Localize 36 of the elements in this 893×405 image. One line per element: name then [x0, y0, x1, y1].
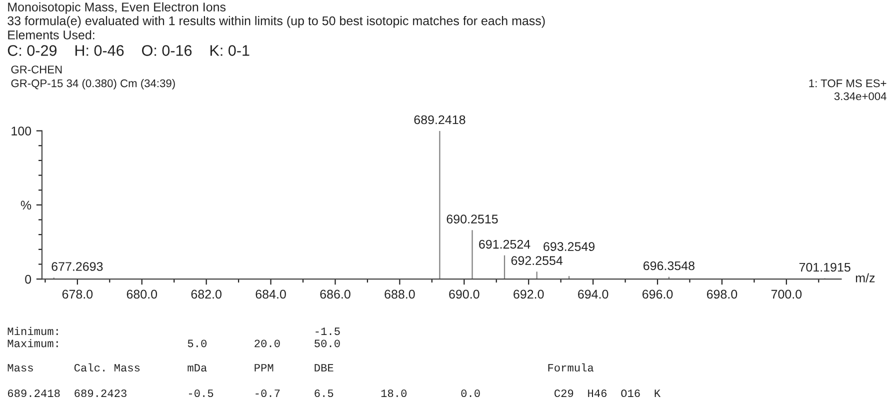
annotation: 691.2524 [479, 240, 530, 249]
chart-subtitle: 33 formula(e) evaluated with 1 results within limits (up to 50 best isotopic matches for each mass) [8, 16, 545, 28]
x-tick-label: 688.0 [384, 290, 415, 299]
annotation: 692.2554 [511, 256, 563, 265]
text: Mass Calc. Mass mDa PPM DBE Formula [8, 363, 594, 372]
x-tick-label: 690.0 [449, 290, 480, 299]
x-axis-title: m/z [856, 273, 875, 282]
x-tick-label: 684.0 [256, 290, 286, 299]
y-tick-label: 0 [25, 274, 32, 284]
x-tick-label: 692.0 [514, 290, 544, 299]
x-tick-label: 696.0 [642, 290, 673, 299]
x-tick-label: 698.0 [706, 290, 738, 299]
annotation: 693.2549 [544, 242, 595, 251]
annotation: 690.2515 [446, 214, 498, 224]
text: 689.2418 689.2423 -0.5 -0.7 6.5 18.0 0.0 C29 H46 O16 K [8, 390, 661, 398]
x-tick-label: 678.0 [62, 290, 93, 299]
y-tick-label: % [20, 200, 32, 210]
text: Maximum: 5.0 20.0 50.0 [8, 339, 340, 348]
annotation: 701.1915 [799, 262, 850, 272]
chart-title: Monoisotopic Mass, Even Electron Ions [8, 2, 226, 14]
text: GR-QP-15 34 (0.380) Cm (34:39) [11, 79, 175, 90]
x-tick-label: 686.0 [320, 290, 350, 299]
text: GR-CHEN [11, 66, 62, 74]
text: Elements Used: [8, 30, 94, 40]
annotation: 677.2693 [52, 262, 103, 271]
y-tick-label: 100 [12, 126, 32, 136]
text: 1: TOF MS ES+ [809, 79, 886, 88]
x-tick-label: 694.0 [578, 290, 608, 299]
text: Minimum: -1.5 [8, 326, 340, 336]
annotation: 696.3548 [644, 261, 694, 270]
x-tick-label: 680.0 [126, 290, 158, 299]
x-tick-label: 700.0 [771, 290, 802, 299]
text: C: 0-29 H: 0-46 O: 0-16 K: 0-1 [8, 45, 250, 56]
text: 3.34e+004 [834, 92, 886, 100]
x-tick-label: 682.0 [191, 290, 222, 299]
annotation: 689.2418 [414, 115, 466, 124]
